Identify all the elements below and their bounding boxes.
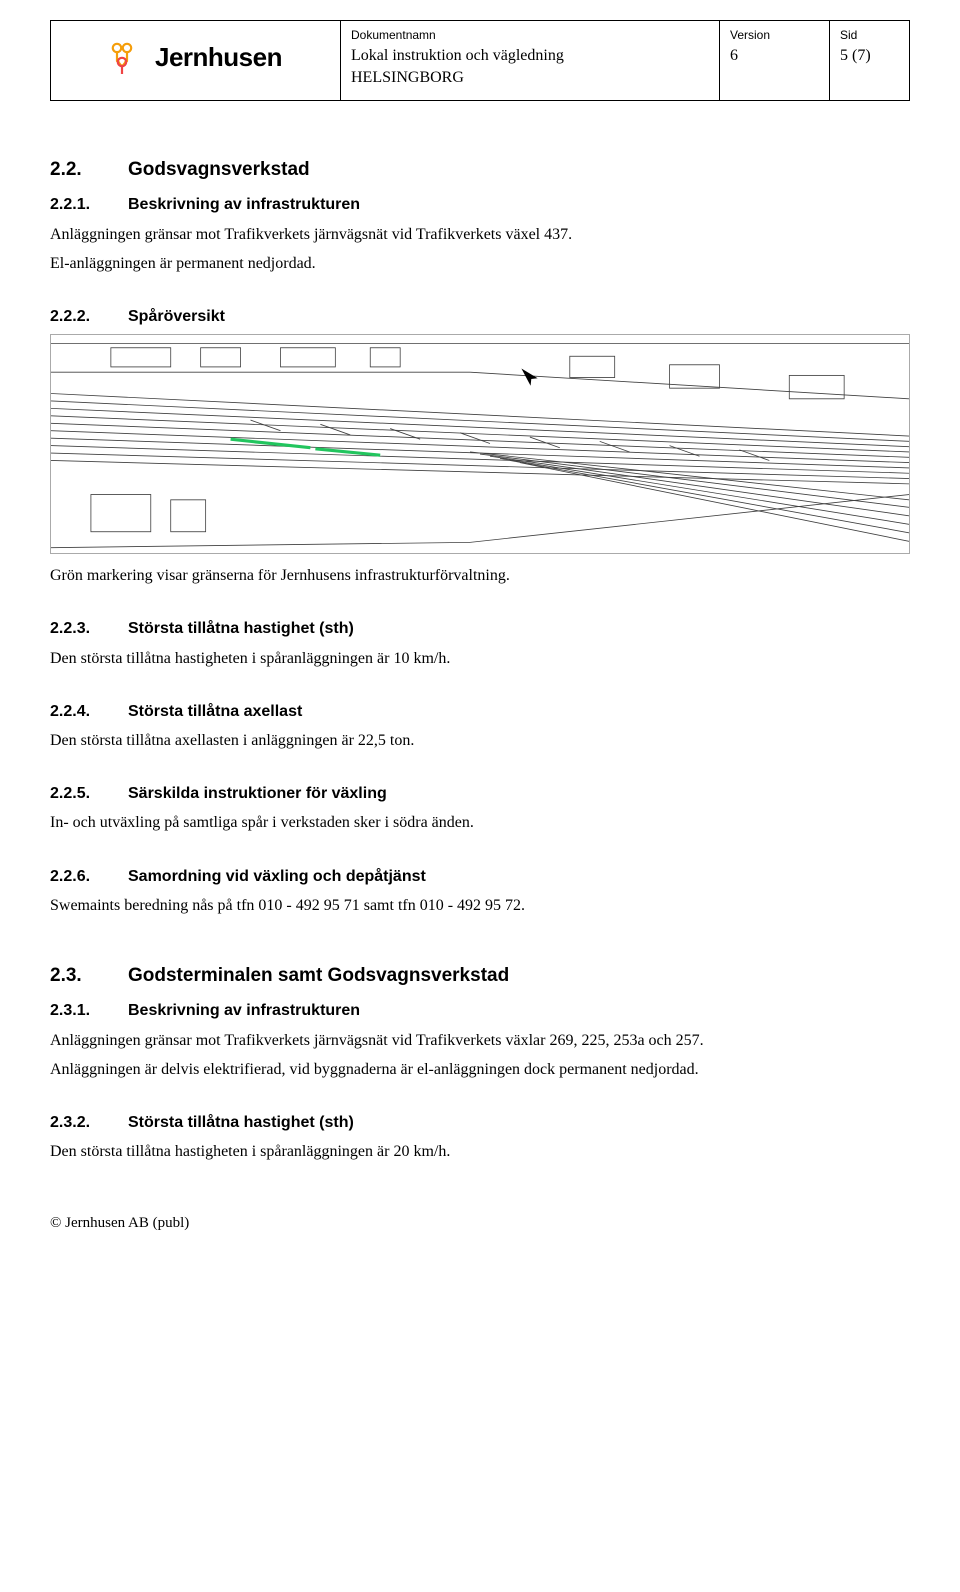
diagram-caption: Grön markering visar gränserna för Jernh… [50,564,910,587]
page-label: Sid [840,27,899,44]
version-cell: Version 6 [720,21,830,101]
subsection-title: Samordning vid växling och depåtjänst [128,868,426,885]
body-paragraph: Anläggningen gränsar mot Trafikverkets j… [50,1029,910,1052]
subsection-title: Beskrivning av infrastrukturen [128,1002,360,1019]
subsection-title: Särskilda instruktioner för växling [128,785,387,802]
body-paragraph: El-anläggningen är permanent nedjordad. [50,252,910,275]
subsection-title: Största tillåtna axellast [128,703,302,720]
section-number: 2.3. [50,962,128,990]
body-paragraph: In- och utväxling på samtliga spår i ver… [50,811,910,834]
subsection-number: 2.3.1. [50,999,128,1022]
subsection-heading: 2.2.1.Beskrivning av infrastrukturen [50,193,910,216]
section-heading: 2.3.Godsterminalen samt Godsvagnsverksta… [50,962,910,990]
company-name: Jernhusen [155,39,282,77]
doc-title-line1: Lokal instruktion och vägledning [351,47,564,64]
subsection-heading: 2.3.2.Största tillåtna hastighet (sth) [50,1111,910,1134]
subsection-title: Beskrivning av infrastrukturen [128,196,360,213]
body-paragraph: Den största tillåtna hastigheten i spåra… [50,647,910,670]
doc-name-cell: Dokumentnamn Lokal instruktion och vägle… [341,21,720,101]
subsection-number: 2.3.2. [50,1111,128,1134]
subsection-heading: 2.2.2.Spåröversikt [50,305,910,328]
page-value: 5 (7) [840,47,871,64]
body-paragraph: Swemaints beredning nås på tfn 010 - 492… [50,894,910,917]
body-paragraph: Den största tillåtna axellasten i anlägg… [50,729,910,752]
company-logo: Jernhusen [109,39,282,77]
body-paragraph: Anläggningen är delvis elektrifierad, vi… [50,1058,910,1081]
subsection-number: 2.2.3. [50,617,128,640]
subsection-number: 2.2.5. [50,782,128,805]
body-paragraph: Anläggningen gränsar mot Trafikverkets j… [50,223,910,246]
track-overview-svg [51,335,909,553]
section-title: Godsvagnsverkstad [128,159,310,180]
doc-title-line2: HELSINGBORG [351,69,464,86]
logo-mark-icon [109,40,149,74]
subsection-heading: 2.2.6.Samordning vid växling och depåtjä… [50,865,910,888]
subsection-title: Största tillåtna hastighet (sth) [128,620,354,637]
subsection-number: 2.2.6. [50,865,128,888]
track-overview-diagram [50,334,910,554]
document-footer: © Jernhusen AB (publ) [50,1213,910,1235]
subsection-title: Spåröversikt [128,308,225,325]
section-number: 2.2. [50,156,128,184]
version-label: Version [730,27,819,44]
section-heading: 2.2.Godsvagnsverkstad [50,156,910,184]
version-value: 6 [730,47,738,64]
subsection-heading: 2.2.5.Särskilda instruktioner för växlin… [50,782,910,805]
subsection-heading: 2.3.1.Beskrivning av infrastrukturen [50,999,910,1022]
subsection-number: 2.2.1. [50,193,128,216]
subsection-number: 2.2.2. [50,305,128,328]
subsection-title: Största tillåtna hastighet (sth) [128,1114,354,1131]
page-cell: Sid 5 (7) [830,21,910,101]
logo-cell: Jernhusen [51,21,341,101]
body-paragraph: Den största tillåtna hastigheten i spåra… [50,1140,910,1163]
subsection-heading: 2.2.3.Största tillåtna hastighet (sth) [50,617,910,640]
document-header: Jernhusen Dokumentnamn Lokal instruktion… [50,20,910,101]
subsection-heading: 2.2.4.Största tillåtna axellast [50,700,910,723]
doc-name-label: Dokumentnamn [351,27,709,44]
subsection-number: 2.2.4. [50,700,128,723]
section-title: Godsterminalen samt Godsvagnsverkstad [128,965,509,986]
